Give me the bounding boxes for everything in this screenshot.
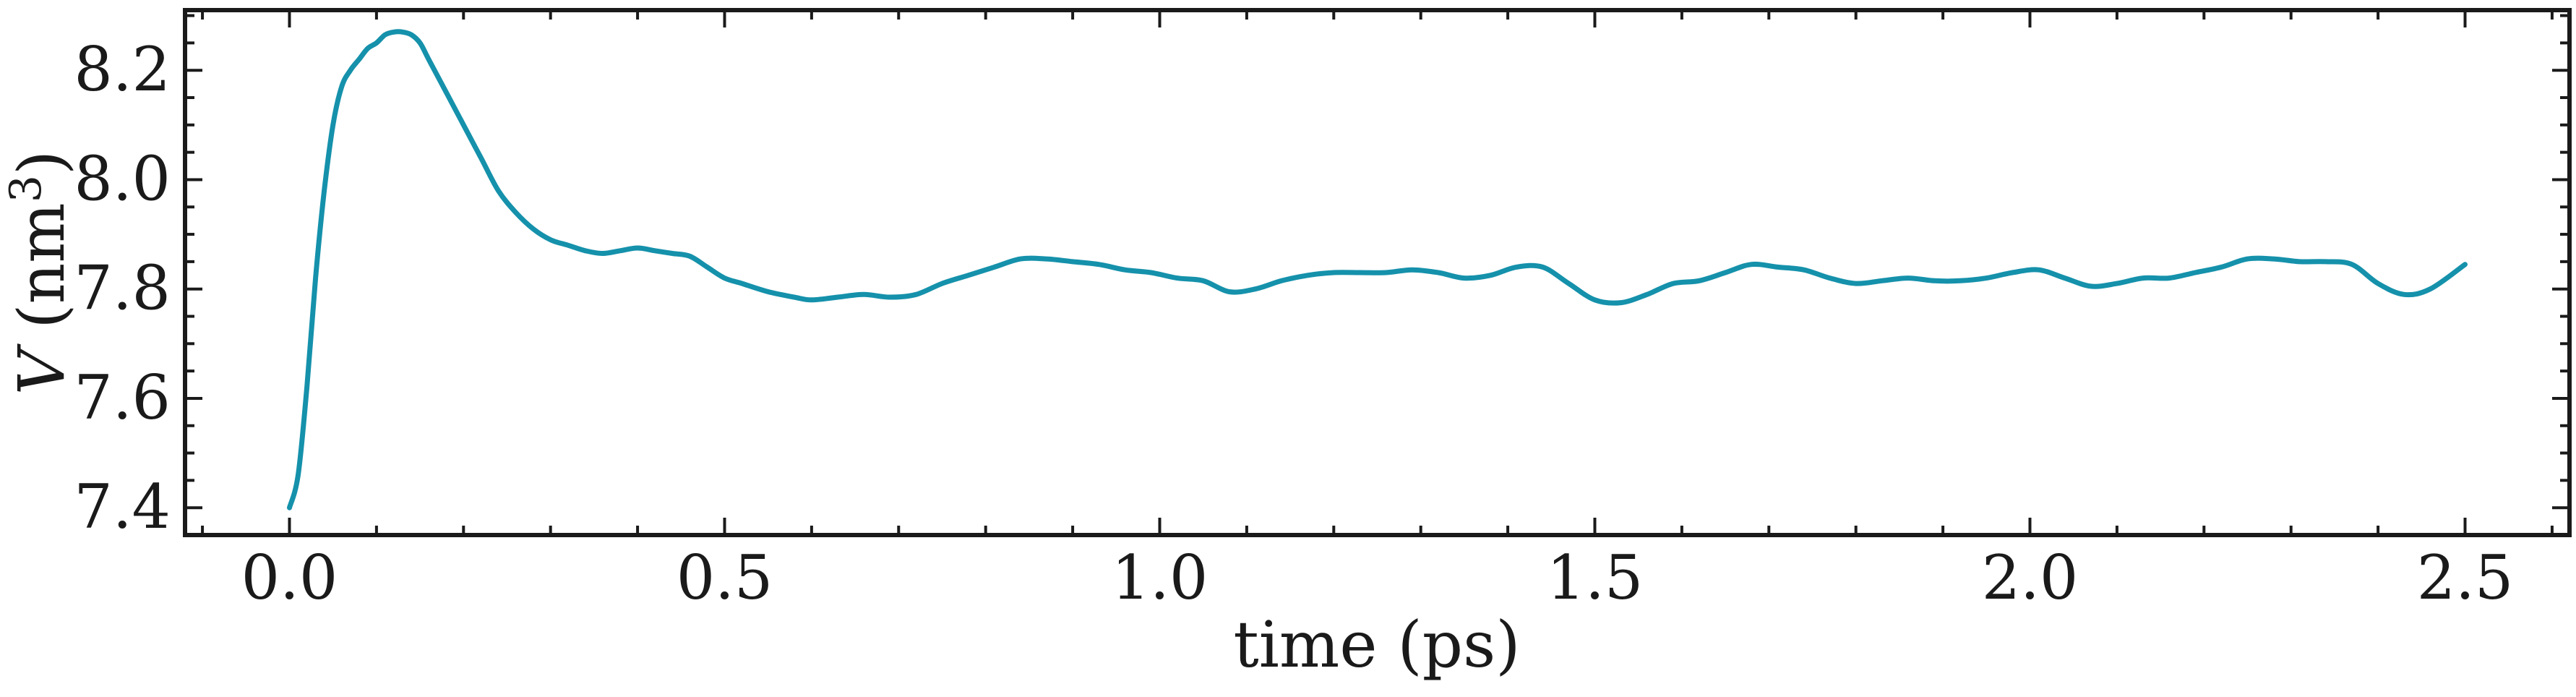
y-tick-label: 8.2 bbox=[74, 34, 171, 105]
x-tick-label: 1.0 bbox=[1112, 542, 1208, 613]
x-tick-label: 2.5 bbox=[2417, 542, 2514, 613]
tick-labels: 0.0 0.5 1.0 1.5 2.0 2.5 7.4 7.6 7.8 8.0 8.2 bbox=[74, 34, 2513, 613]
y-tick-label: 8.0 bbox=[74, 143, 171, 214]
x-tick-label: 1.5 bbox=[1547, 542, 1644, 613]
ticks bbox=[185, 10, 2569, 535]
x-tick-label: 0.5 bbox=[677, 542, 773, 613]
plot-frame bbox=[183, 8, 2572, 537]
y-tick-label: 7.4 bbox=[74, 471, 171, 542]
y-tick-label: 7.8 bbox=[74, 253, 171, 324]
volume-series-line bbox=[287, 29, 2468, 510]
y-tick-label: 7.6 bbox=[74, 362, 171, 433]
x-tick-label: 0.0 bbox=[241, 542, 338, 613]
x-tick-label: 2.0 bbox=[1982, 542, 2079, 613]
y-axis-unit-open: (nm bbox=[4, 202, 79, 348]
x-axis-title: time (ps) bbox=[1233, 607, 1520, 682]
y-axis-variable: V bbox=[4, 343, 79, 395]
y-axis-title: V (nm3) bbox=[1, 150, 79, 395]
y-axis-unit-close: ) bbox=[4, 150, 79, 175]
y-axis-unit-superscript: 3 bbox=[1, 175, 51, 202]
